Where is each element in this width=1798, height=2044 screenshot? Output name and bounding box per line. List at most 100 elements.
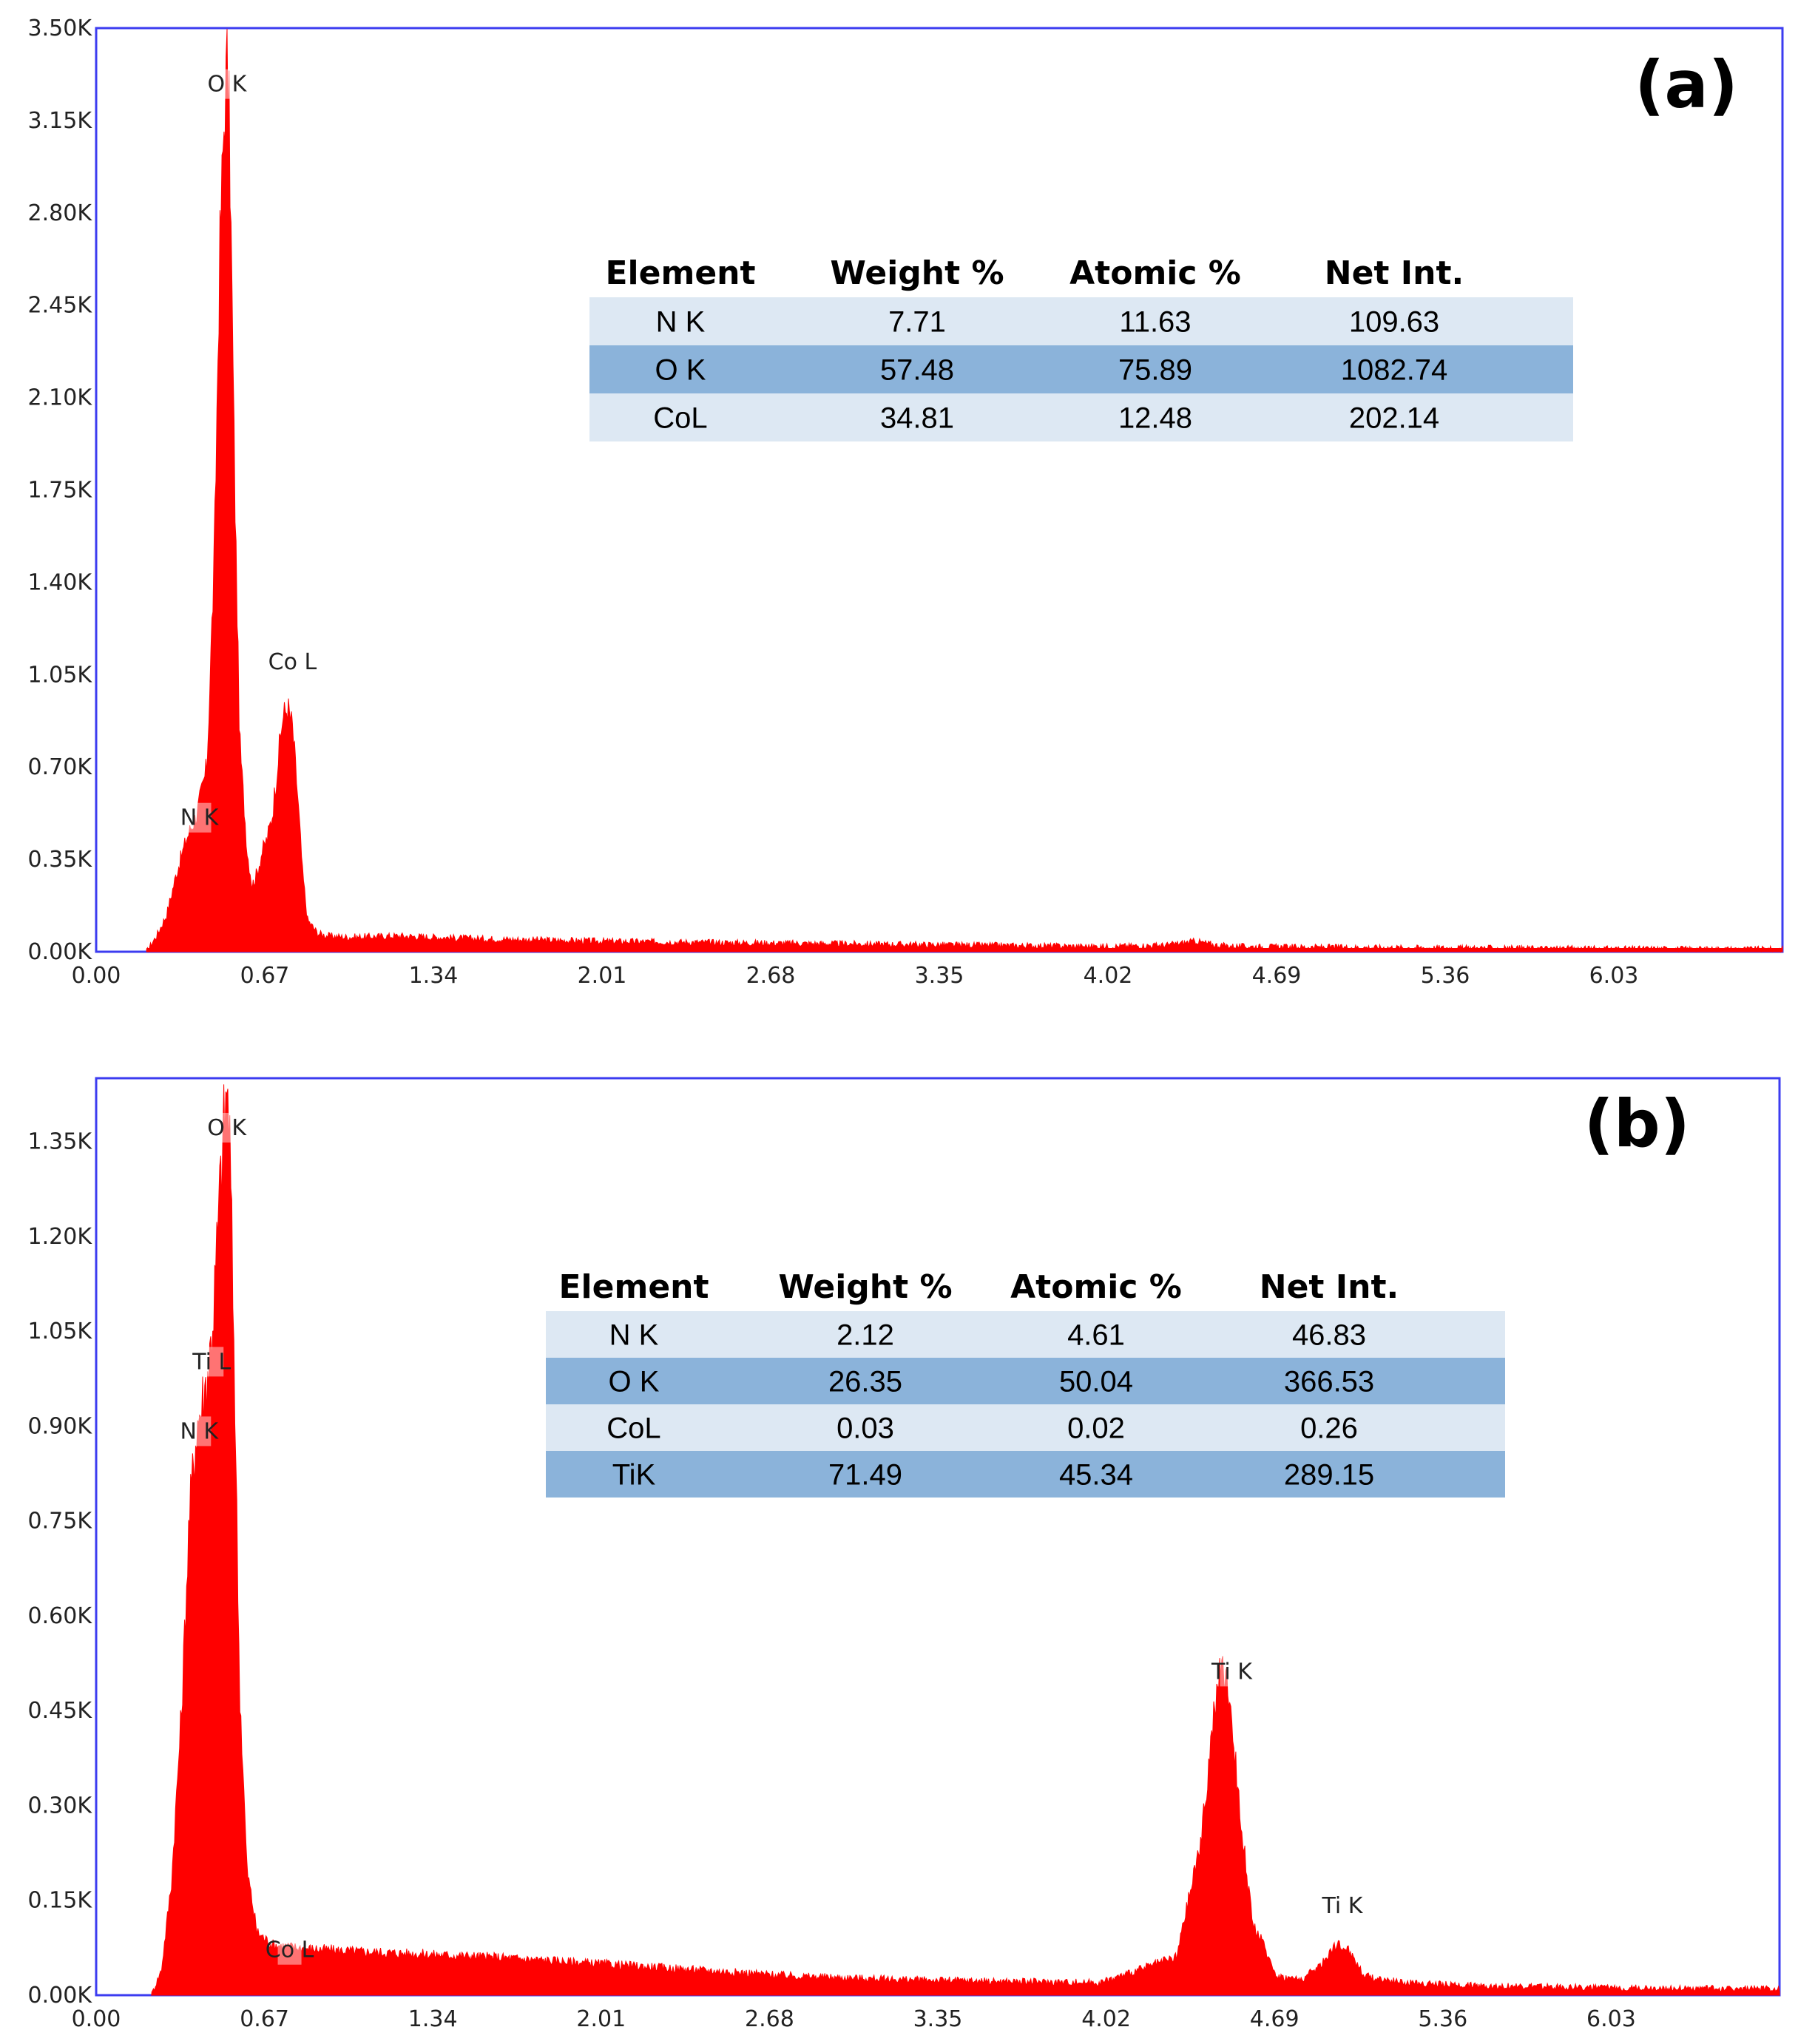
y-tick-label: 0.75K — [28, 1509, 93, 1534]
table-header-cell: Element — [605, 254, 755, 292]
y-tick-label: 1.05K — [28, 1319, 93, 1344]
table-cell: 0.02 — [1067, 1412, 1125, 1445]
y-tick-label: 3.15K — [28, 108, 93, 134]
table-cell: 34.81 — [880, 402, 954, 435]
peak-label: N K — [180, 805, 220, 831]
x-tick-label: 1.34 — [408, 2006, 458, 2032]
table-cell: 1082.74 — [1341, 354, 1448, 387]
panel-label: (a) — [1635, 47, 1738, 123]
table-cell: 12.48 — [1118, 402, 1192, 435]
peak-label: Ti L — [192, 1349, 231, 1375]
y-tick-label: 2.80K — [28, 200, 93, 226]
table-cell: CoL — [606, 1412, 660, 1445]
peak-label-highlight — [200, 1347, 224, 1377]
x-tick-label: 4.02 — [1084, 963, 1133, 989]
x-tick-label: 0.00 — [72, 2006, 121, 2032]
eds-spectrum-panel-a: 0.00 0.67 1.34 2.01 2.68 3.35 4.02 4.69 5.36 6.03… — [28, 16, 1784, 989]
y-tick-label: 1.40K — [28, 569, 93, 595]
panel-label: (b) — [1584, 1086, 1690, 1162]
peak-label-highlight — [280, 647, 305, 677]
y-tick-label: 0.30K — [28, 1793, 93, 1818]
composition-table: Element Weight % Atomic % Net Int. N K 2.12 4.… — [546, 1268, 1505, 1498]
table-row — [546, 1451, 1505, 1498]
table-cell: CoL — [653, 402, 707, 435]
peak-label-highlight — [1330, 1890, 1354, 1921]
y-tick-label: 1.75K — [28, 478, 93, 504]
x-tick-label: 3.35 — [915, 963, 964, 989]
x-tick-label: 2.01 — [578, 963, 627, 989]
table-cell: 2.12 — [837, 1319, 894, 1352]
x-tick-label: 5.36 — [1418, 2006, 1467, 2032]
peak-label: N K — [180, 1418, 219, 1444]
table-cell: N K — [609, 1319, 659, 1352]
spectrum-area — [146, 29, 1783, 953]
table-cell: 202.14 — [1349, 402, 1439, 435]
table-cell: 11.63 — [1119, 306, 1191, 339]
y-tick-label: 2.10K — [28, 385, 93, 411]
table-cell: 289.15 — [1284, 1459, 1374, 1492]
x-tick-label: 4.69 — [1250, 2006, 1300, 2032]
x-tick-label: 2.01 — [576, 2006, 626, 2032]
peak-label: O K — [207, 1115, 247, 1141]
table-header-cell: Net Int. — [1260, 1268, 1399, 1306]
plot-frame — [95, 27, 1784, 953]
table-cell: 366.53 — [1284, 1366, 1374, 1398]
eds-spectrum-chart-a: 0.00 0.67 1.34 2.01 2.68 3.35 4.02 4.69 5.36 6.03… — [28, 16, 1784, 989]
peak-label-highlight — [214, 69, 239, 99]
table-cell: 57.48 — [880, 354, 954, 387]
composition-table: Element Weight % Atomic % Net Int. N K 7.71 11… — [589, 254, 1573, 441]
peak-label-highlight — [277, 1935, 302, 1965]
table-cell: 0.03 — [837, 1412, 894, 1445]
y-tick-label: 1.35K — [28, 1129, 93, 1155]
x-tick-label: 0.67 — [240, 963, 290, 989]
eds-spectrum-panel-b: 0.00 0.67 1.34 2.01 2.68 3.35 4.02 4.69 5.36 6.03… — [0, 1072, 1798, 2044]
x-tick-label: 4.69 — [1252, 963, 1302, 989]
table-header-cell: Weight % — [778, 1268, 952, 1306]
spectrum-area — [151, 1084, 1780, 1996]
table-cell: 45.34 — [1059, 1459, 1133, 1492]
y-tick-label: 0.00K — [28, 939, 93, 965]
table-cell: 26.35 — [828, 1366, 902, 1398]
x-tick-label: 3.35 — [913, 2006, 963, 2032]
table-cell: 0.26 — [1300, 1412, 1358, 1445]
y-tick-label: 1.20K — [28, 1224, 93, 1250]
table-header-cell: Element — [558, 1268, 709, 1306]
peak-label: Ti K — [1321, 1893, 1363, 1919]
table-row — [589, 345, 1573, 393]
y-tick-label: 0.90K — [28, 1413, 93, 1439]
plot-frame — [95, 1077, 1781, 1997]
table-cell: 50.04 — [1059, 1366, 1133, 1398]
eds-spectrum-chart-b: 0.00 0.67 1.34 2.01 2.68 3.35 4.02 4.69 5.36 6.03… — [28, 1077, 1781, 2032]
table-row — [546, 1311, 1505, 1358]
x-tick-label: 1.34 — [409, 963, 459, 989]
y-tick-label: 0.60K — [28, 1603, 93, 1629]
peak-label: Co L — [266, 1938, 314, 1963]
x-tick-label: 6.03 — [1586, 2006, 1636, 2032]
table-header-cell: Net Int. — [1325, 254, 1464, 292]
table-cell: 4.61 — [1067, 1319, 1125, 1352]
y-tick-label: 0.35K — [28, 847, 93, 873]
y-tick-label: 0.00K — [28, 1983, 93, 2009]
peak-label-highlight — [187, 802, 212, 833]
x-tick-label: 6.03 — [1589, 963, 1639, 989]
table-cell: 109.63 — [1349, 306, 1439, 339]
table-row — [589, 297, 1573, 345]
table-row — [589, 393, 1573, 441]
y-tick-label: 0.70K — [28, 754, 93, 780]
y-tick-label: 3.50K — [28, 16, 93, 41]
y-tick-label: 0.45K — [28, 1698, 93, 1724]
table-cell: N K — [656, 306, 706, 339]
peak-label-highlight — [1220, 1656, 1244, 1687]
table-cell: TiK — [612, 1459, 656, 1492]
x-tick-label: 0.67 — [240, 2006, 289, 2032]
x-tick-label: 2.68 — [746, 963, 796, 989]
x-tick-label: 5.36 — [1421, 963, 1470, 989]
table-cell: 7.71 — [888, 306, 946, 339]
peak-label: O K — [208, 72, 248, 98]
table-header-cell: Weight % — [830, 254, 1004, 292]
x-tick-label: 4.02 — [1081, 2006, 1131, 2032]
table-cell: 71.49 — [828, 1459, 902, 1492]
table-header-cell: Atomic % — [1069, 254, 1241, 292]
table-cell: O K — [655, 354, 706, 387]
x-tick-label: 0.00 — [72, 963, 121, 989]
